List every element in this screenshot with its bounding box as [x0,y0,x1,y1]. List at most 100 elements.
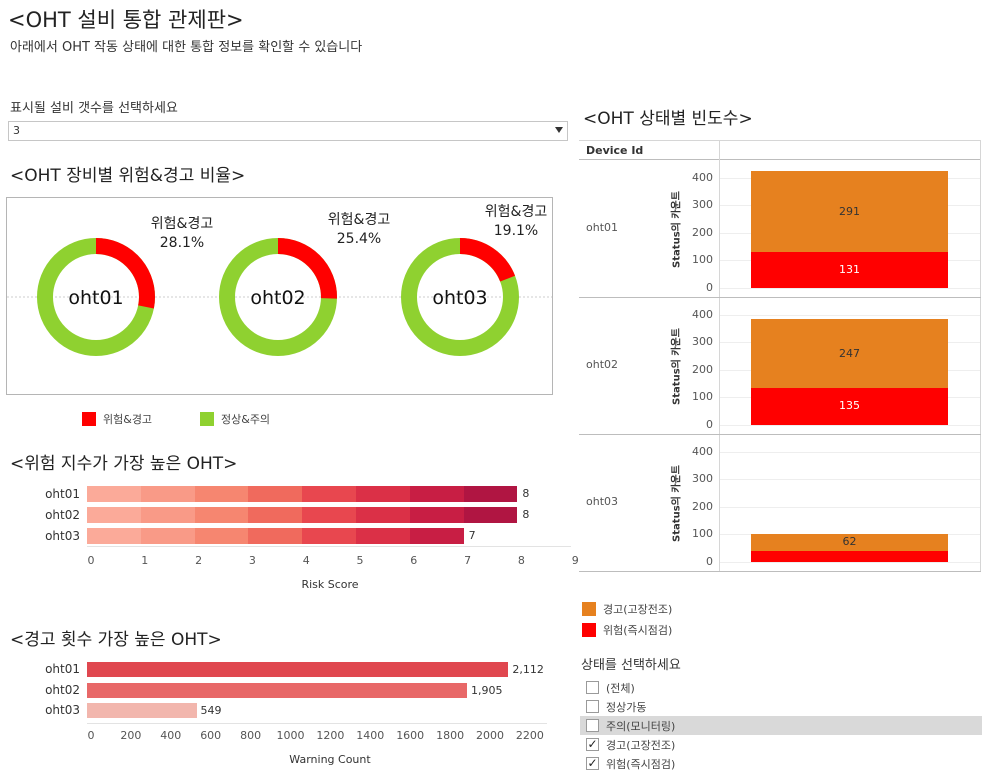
checkbox-icon[interactable] [586,681,599,694]
warning-row-label: oht03 [45,703,80,717]
status-option[interactable]: ✓ 위험(즉시점검) [580,754,982,773]
status-option-label: 위험(즉시점검) [606,757,676,771]
checkbox-icon[interactable] [586,719,599,732]
risk-bar-segment[interactable] [87,486,141,502]
status-warning-value: 247 [839,346,860,360]
risk-bar-segment[interactable] [248,507,303,523]
status-option-label: (전체) [606,681,635,695]
risk-score-chart: 0 1 2 3 4 5 6 7 8 9 oht01 8 oht02 8 oht03 7 [0,480,580,595]
risk-bar-segment[interactable] [409,528,464,544]
risk-bar-segment[interactable] [194,486,249,502]
risk-bar-segment[interactable] [140,507,195,523]
donut-center-label: oht03 [432,287,487,309]
warning-bar[interactable] [87,682,468,698]
legend-danger[interactable]: 위험(즉시점검) [582,622,672,638]
status-tick-label: 0 [706,555,713,568]
status-device-label: oht03 [586,495,619,508]
risk-tick-label: 7 [464,554,472,567]
warning-tick-label: 2200 [515,729,544,742]
status-tick-label: 100 [692,527,713,541]
legend-normal-label: 정상&주의 [221,413,271,426]
status-tick-label: 0 [706,418,713,431]
risk-axis-title: Risk Score [301,578,359,591]
status-tick-label: 200 [692,362,713,376]
status-tick-label: 400 [692,307,713,321]
warning-tick-label: 2000 [476,729,504,742]
risk-bar-segment[interactable] [409,507,464,523]
risk-bar-segment[interactable] [356,507,410,523]
checkbox-checked-icon[interactable]: ✓ [586,756,599,770]
status-device-label: oht01 [586,221,619,234]
status-tick-label: 0 [706,281,713,294]
status-tick-label: 200 [692,225,713,239]
status-option[interactable]: ✓ 경고(고장전조) [580,735,982,754]
risk-bar-segment[interactable] [140,528,195,544]
risk-bar-segment[interactable] [356,528,410,544]
checkbox-icon[interactable] [586,700,599,713]
legend-warning[interactable]: 경고(고장전조) [582,601,672,617]
status-tick-label: 400 [692,444,713,458]
risk-bar-segment[interactable] [87,507,141,523]
status-danger-bar[interactable] [751,387,948,425]
risk-bar-segment[interactable] [302,507,356,523]
status-warning-bar[interactable] [751,319,948,388]
status-danger-bar[interactable] [751,251,948,288]
warning-count-chart: 0 200 400 600 800 1000 1200 1400 1600 1800 2000 220… [0,655,580,755]
risk-tick-label: 4 [302,554,310,567]
status-option[interactable]: 정상가동 [580,697,982,716]
device-count-dropdown[interactable]: 3 [8,121,568,141]
donut-risk-label: 위험&경고 [150,216,214,232]
status-option-label: 경고(고장전조) [606,738,676,752]
legend-danger-label: 위험(즉시점검) [603,624,673,637]
warning-section-title: <경고 횟수 가장 높은 OHT> [10,630,222,650]
status-warning-value: 62 [842,535,857,549]
warning-value-label: 549 [200,704,222,717]
risk-bar-segment[interactable] [248,528,303,544]
status-header-line [579,159,981,160]
risk-bar-segment[interactable] [87,528,141,544]
warning-axis-title: Warning Count [289,753,371,766]
warning-axis-line [87,723,547,724]
status-panel-line [579,297,981,298]
warning-bar[interactable] [87,703,197,718]
chevron-down-icon[interactable] [555,127,563,133]
risk-bar-segment[interactable] [409,486,464,502]
status-option[interactable]: (전체) [580,678,982,697]
donut-center-label: oht02 [250,287,305,309]
donut-risk-arc[interactable] [37,238,155,356]
risk-bar-segment[interactable] [356,486,410,502]
ratio-section-title: <OHT 장비별 위험&경고 비율> [10,166,246,186]
donut-risk-percent: 19.1% [493,223,539,239]
status-warning-bar[interactable] [751,171,948,252]
risk-bar-segment[interactable] [248,486,303,502]
checkbox-checked-icon[interactable]: ✓ [586,737,599,751]
risk-bar-segment[interactable] [194,528,249,544]
status-top-line [579,140,981,141]
status-option[interactable]: 주의(모니터링) [580,716,982,735]
status-option-label: 주의(모니터링) [606,719,676,733]
warning-bar[interactable] [87,662,509,677]
risk-bar-segment[interactable] [302,486,356,502]
warning-value-label: 2,112 [512,663,544,676]
risk-bar-segment[interactable] [463,486,518,502]
status-warning-bar[interactable] [751,533,948,551]
risk-bar-segment[interactable] [463,507,518,523]
risk-bar-segment[interactable] [140,486,195,502]
warning-row-label: oht01 [45,662,80,676]
legend-risk[interactable]: 위험&경고 [82,411,152,427]
status-danger-bar[interactable] [751,550,948,562]
legend-risk-label: 위험&경고 [103,413,153,426]
legend-normal[interactable]: 정상&주의 [200,411,270,427]
donut-center-label: oht01 [68,287,123,309]
warning-tick-label: 200 [120,729,142,742]
risk-tick-label: 1 [141,554,149,567]
status-gridline [720,506,980,508]
warning-value-label: 1,905 [471,683,503,697]
donut-risk-arc[interactable] [219,238,337,356]
donut-risk-arc[interactable] [401,238,519,356]
donut-risk-percent: 25.4% [336,231,382,247]
risk-bar-segment[interactable] [194,507,249,523]
risk-bar-segment[interactable] [302,528,356,544]
status-gridline [720,479,980,481]
warning-tick-label: 600 [200,729,222,742]
